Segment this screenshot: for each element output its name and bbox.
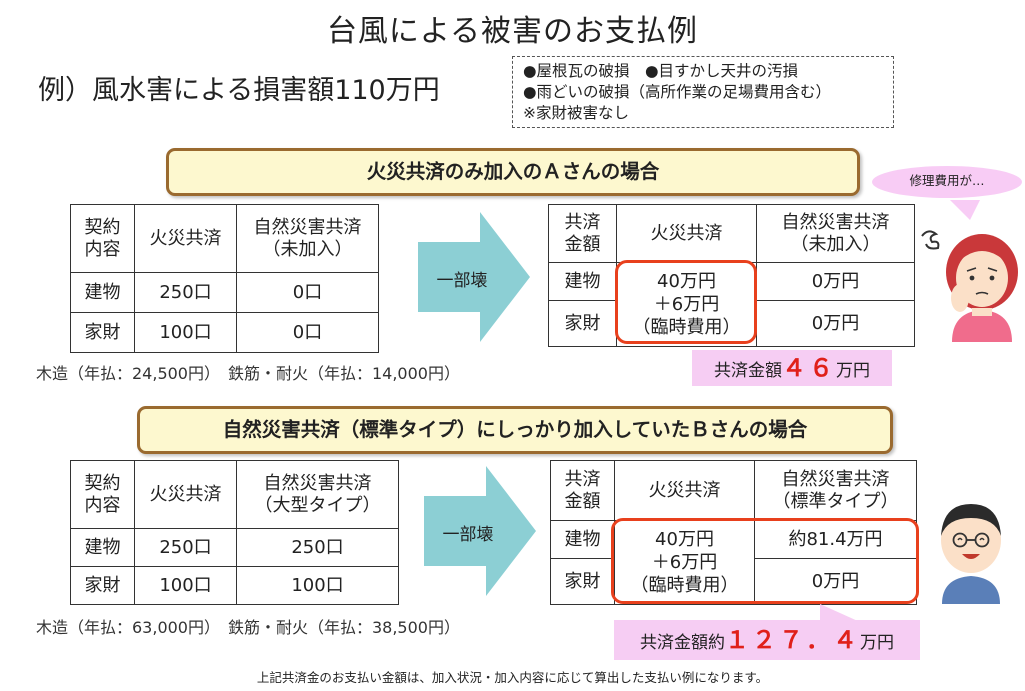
table-cell: 0万円 xyxy=(756,300,915,347)
callout-tail-icon xyxy=(820,604,860,622)
footer-note: 上記共済金のお支払い金額は、加入状況・加入内容に応じて算出した支払い例になります… xyxy=(256,670,769,685)
note-line-2: ●雨どいの破損（高所作業の足場費用含む） xyxy=(523,83,832,101)
contract-header-label: 契約 内容 xyxy=(70,204,135,273)
highlight-box xyxy=(611,518,919,604)
speech-bubble: 修理費用が… xyxy=(872,166,1022,198)
total-prefix: 共済金額約 xyxy=(640,633,725,653)
payout-header-natural: 自然災害共済 （標準タイプ） xyxy=(754,460,917,521)
table-row-label: 建物 xyxy=(70,528,135,567)
note-line-1: ●屋根瓦の破損 ●目すかし天井の汚損 xyxy=(523,62,799,80)
table-cell: 100口 xyxy=(134,312,237,353)
table-row-label: 建物 xyxy=(548,262,617,301)
total-suffix: 万円 xyxy=(860,633,894,653)
bubble-tail-icon xyxy=(950,200,980,220)
highlight-box xyxy=(615,260,757,344)
table-cell: 0口 xyxy=(236,272,379,313)
table-row-label: 家財 xyxy=(70,566,135,605)
total-value: １２７．４ xyxy=(725,626,860,654)
table-cell: 0万円 xyxy=(754,558,917,605)
case-b-payout-table: 共済 金額 火災共済 自然災害共済 （標準タイプ） 建物 40万円 ＋6万円 （… xyxy=(550,460,917,605)
payout-header-label: 共済 金額 xyxy=(548,204,617,263)
case-a-arrow-label: 一部壊 xyxy=(436,271,488,291)
note-line-3: ※家財被害なし xyxy=(523,104,629,122)
table-cell: 100口 xyxy=(134,566,237,605)
table-cell: 250口 xyxy=(134,528,237,567)
total-value: ４６ xyxy=(782,354,836,382)
payout-header-fire: 火災共済 xyxy=(616,204,757,263)
fire-payout-amount: 40万円 ＋6万円 （臨時費用） xyxy=(616,262,757,347)
table-row-label: 家財 xyxy=(70,312,135,353)
case-b-total: 共済金額約１２７．４万円 xyxy=(614,620,920,660)
contract-header-label: 契約 内容 xyxy=(70,460,135,529)
table-cell: 250口 xyxy=(134,272,237,313)
arrow-right-icon xyxy=(418,212,530,342)
case-a-payout-table: 共済 金額 火災共済 自然災害共済 （未加入） 建物 40万円 ＋6万円 （臨時… xyxy=(548,204,915,347)
case-b-banner: 自然災害共済（標準タイプ）にしっかり加入していたＢさんの場合 xyxy=(137,406,893,454)
contract-header-natural: 自然災害共済 （未加入） xyxy=(236,204,379,273)
damage-notes: ●屋根瓦の破損 ●目すかし天井の汚損 ●雨どいの破損（高所作業の足場費用含む） … xyxy=(512,56,894,128)
table-cell: 100口 xyxy=(236,566,399,605)
case-b-premium: 木造（年払：63,000円） 鉄筋・耐火（年払：38,500円） xyxy=(36,618,460,637)
smiling-man-icon xyxy=(941,504,1001,604)
table-row-label: 建物 xyxy=(550,520,615,559)
case-a-contract-table: 契約 内容 火災共済 自然災害共済 （未加入） 建物 250口 0口 家財 10… xyxy=(70,204,379,353)
table-cell: 0口 xyxy=(236,312,379,353)
table-cell: 0万円 xyxy=(756,262,915,301)
worried-woman-icon xyxy=(921,230,1018,342)
table-row-label: 家財 xyxy=(550,558,615,605)
case-b-contract-table: 契約 内容 火災共済 自然災害共済 （大型タイプ） 建物 250口 250口 家… xyxy=(70,460,399,605)
arrow-right-icon xyxy=(424,466,536,596)
fire-payout-amount: 40万円 ＋6万円 （臨時費用） xyxy=(614,520,755,605)
payout-header-label: 共済 金額 xyxy=(550,460,615,521)
case-a-total: 共済金額４６万円 xyxy=(692,350,892,386)
payout-header-fire: 火災共済 xyxy=(614,460,755,521)
case-b-arrow-label: 一部壊 xyxy=(442,525,494,545)
case-a-premium: 木造（年払：24,500円） 鉄筋・耐火（年払：14,000円） xyxy=(36,364,460,383)
total-suffix: 万円 xyxy=(836,361,870,381)
payout-header-natural: 自然災害共済 （未加入） xyxy=(756,204,915,263)
table-row-label: 建物 xyxy=(70,272,135,313)
contract-header-fire: 火災共済 xyxy=(134,204,237,273)
table-cell: 250口 xyxy=(236,528,399,567)
contract-header-natural: 自然災害共済 （大型タイプ） xyxy=(236,460,399,529)
example-heading: 例）風水害による損害額110万円 xyxy=(38,75,440,106)
table-cell: 約81.4万円 xyxy=(754,520,917,559)
total-prefix: 共済金額 xyxy=(714,361,782,381)
page-title: 台風による被害のお支払例 xyxy=(326,14,699,49)
table-row-label: 家財 xyxy=(548,300,617,347)
case-a-banner: 火災共済のみ加入のＡさんの場合 xyxy=(166,148,860,196)
contract-header-fire: 火災共済 xyxy=(134,460,237,529)
